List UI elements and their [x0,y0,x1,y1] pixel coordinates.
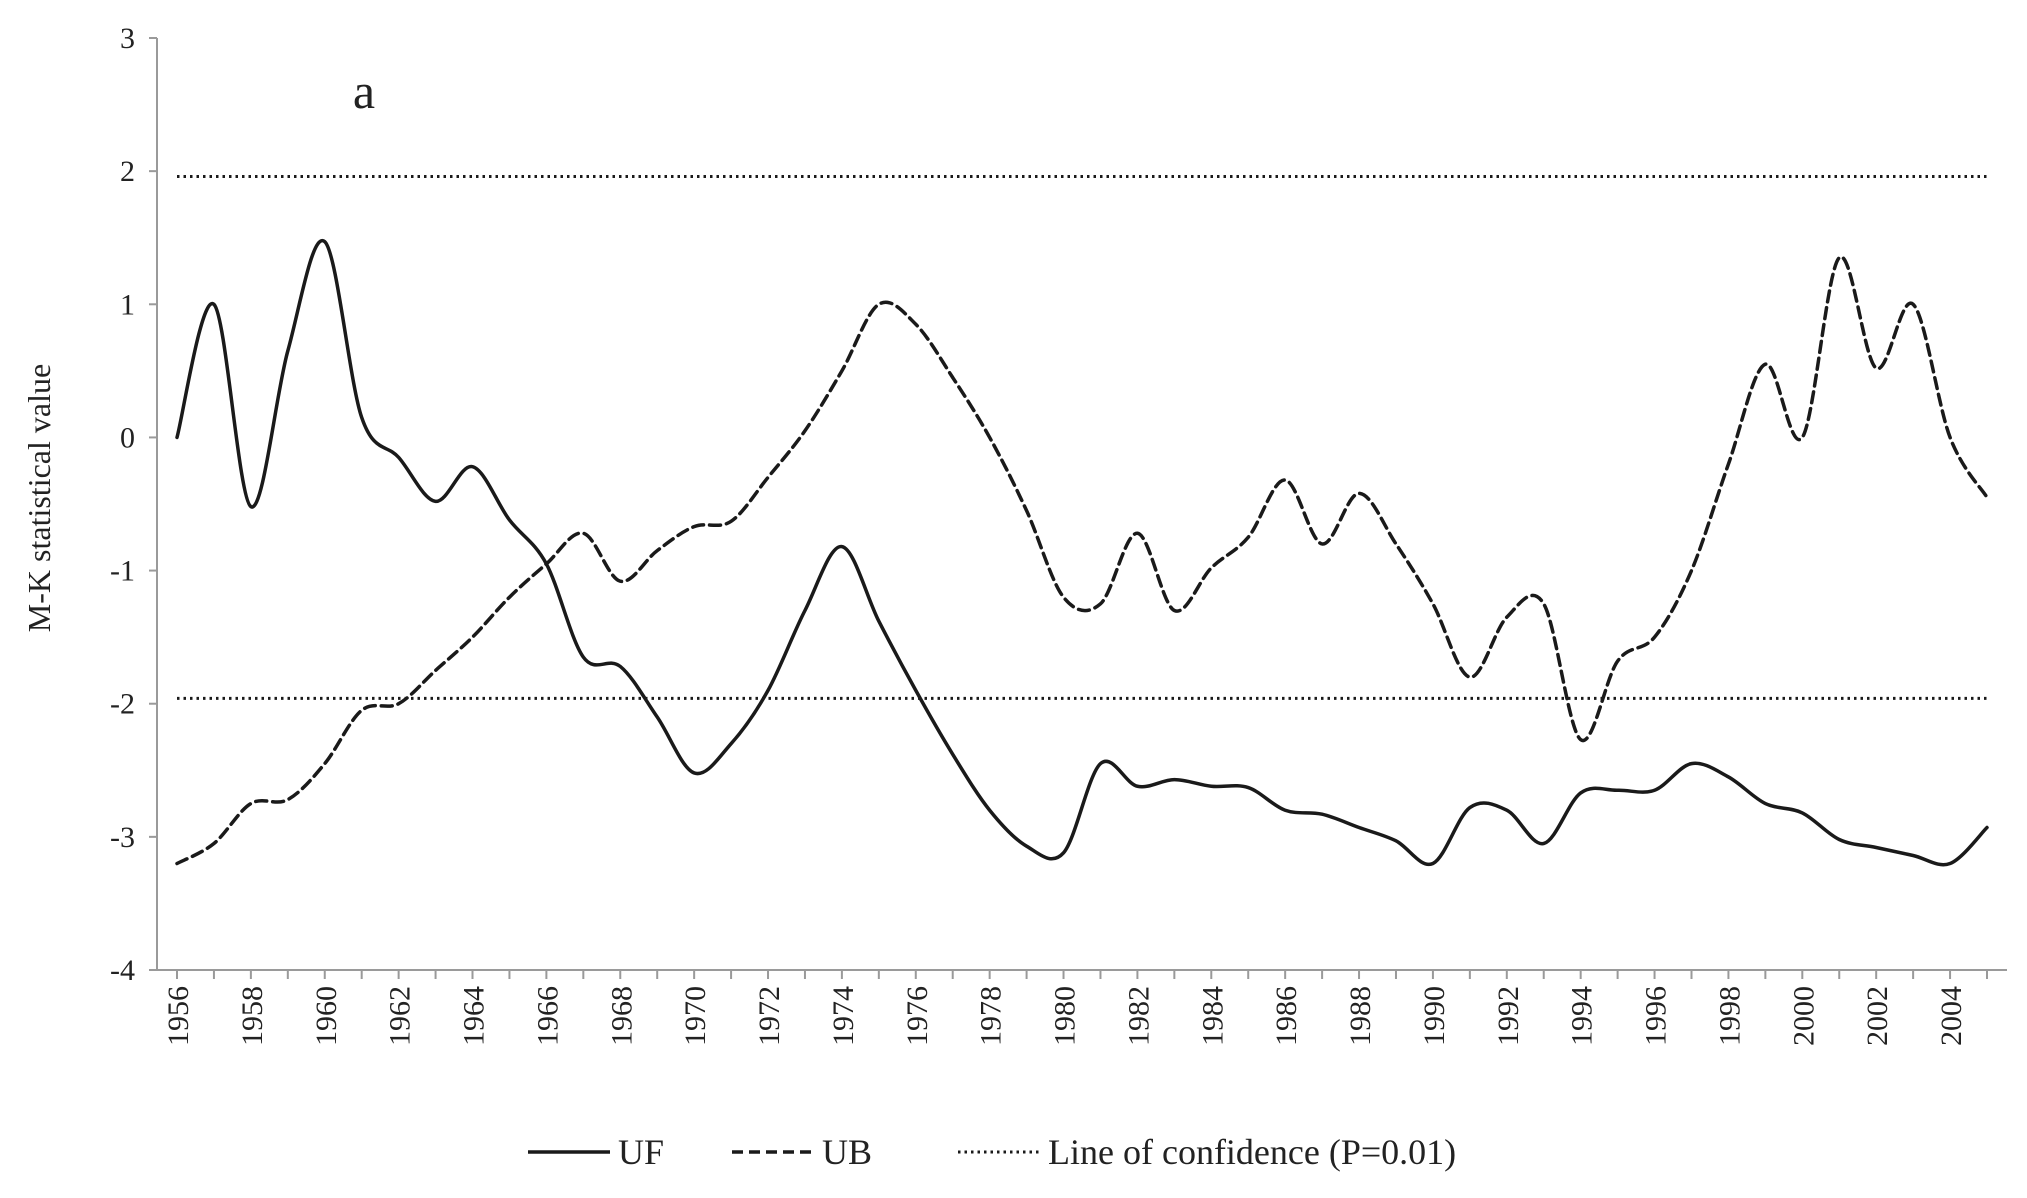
x-tick-label: 1990 [1418,986,1451,1046]
x-tick-label: 1972 [753,986,786,1046]
x-tick-label: 1976 [901,986,934,1046]
x-tick-label: 2004 [1935,986,1968,1046]
y-tick-label: 3 [120,22,135,55]
legend-confidence-label: Line of confidence (P=0.01) [1048,1132,1456,1172]
x-tick-label: 1964 [458,986,491,1046]
x-tick-label: 1962 [384,986,417,1046]
x-tick-label: 1986 [1270,986,1303,1046]
legend-ub-label: UB [822,1132,872,1172]
x-tick-label: 1968 [605,986,638,1046]
x-tick-label: 1978 [975,986,1008,1046]
y-tick-label: -2 [110,688,135,721]
x-tick-label: 1984 [1196,986,1229,1046]
axes-layer: 3 2 1 0 -1 -2 -3 -4 1956 1958 1960 1962 1964 1966 1968… [110,22,2007,1046]
x-tick-label: 1960 [310,986,343,1046]
series-line-uf [175,238,1989,867]
legend: UF UB Line of confidence (P=0.01) [528,1132,1456,1172]
x-tick-label: 1998 [1713,986,1746,1046]
x-tick-label: 1956 [162,986,195,1046]
x-tick-label: 2002 [1861,986,1894,1046]
y-tick-label: 0 [120,421,135,454]
y-tick-label: -1 [110,555,135,588]
series-layer [175,174,1989,867]
x-tick-label: 1980 [1049,986,1082,1046]
legend-uf-label: UF [618,1132,664,1172]
y-tick-label: 2 [120,155,135,188]
x-tick-label: 1966 [531,986,564,1046]
x-tick-label: 1996 [1640,986,1673,1046]
x-tick-label: 1992 [1492,986,1525,1046]
x-tick-label: 1974 [827,986,860,1046]
y-tick-label: -3 [110,821,135,854]
x-tick-label: 1970 [679,986,712,1046]
x-tick-label: 2000 [1787,986,1820,1046]
y-tick-label: -4 [110,954,135,987]
y-axis-label: M-K statistical value [21,364,57,632]
panel-label: a [353,63,375,119]
series-line-ub [175,255,1989,866]
x-tick-label: 1994 [1566,986,1599,1046]
y-tick-label: 1 [120,288,135,321]
x-tick-label: 1958 [236,986,269,1046]
x-tick-label: 1988 [1344,986,1377,1046]
x-tick-label: 1982 [1122,986,1155,1046]
